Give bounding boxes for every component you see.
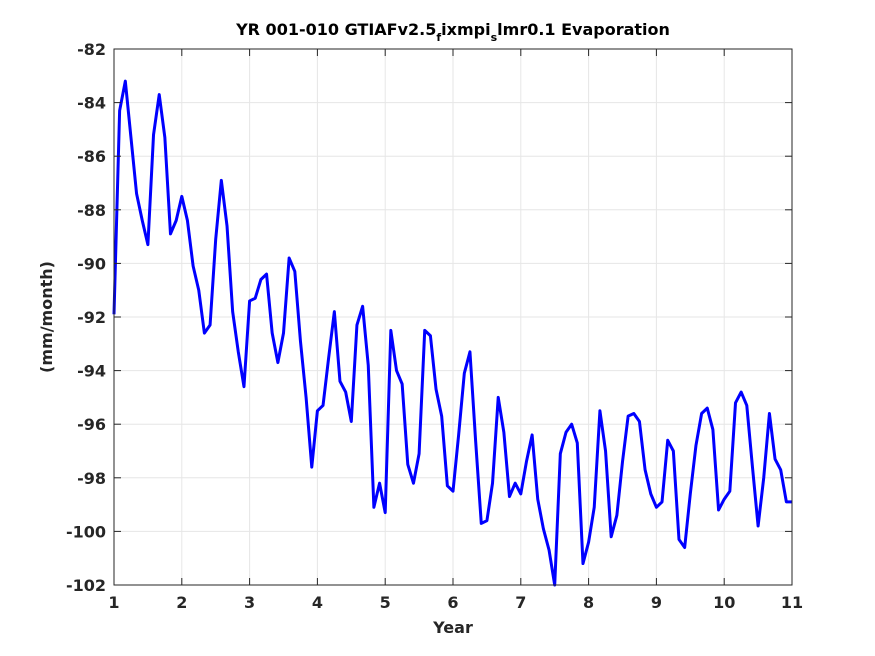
x-tick-label: 10 <box>713 593 735 612</box>
y-tick-labels: -102 -100 -98 -96 -94 -92 -90 -88 -86 -84 -82 <box>66 40 106 595</box>
title-part-3: lmr0.1 Evaporation <box>497 20 670 39</box>
x-tick-label: 8 <box>583 593 594 612</box>
chart-title: YR 001-010 GTIAFv2.5fixmpislmr0.1 Evapor… <box>235 20 670 44</box>
x-axis-label: Year <box>432 618 473 637</box>
x-tick-label: 7 <box>515 593 526 612</box>
y-tick-label: -82 <box>77 40 106 59</box>
title-subscript-1: f <box>436 31 441 44</box>
y-tick-label: -86 <box>77 147 106 166</box>
y-tick-label: -84 <box>77 94 106 113</box>
x-tick-label: 5 <box>380 593 391 612</box>
title-subscript-2: s <box>491 31 498 44</box>
y-tick-label: -88 <box>77 201 106 220</box>
title-part-2: ixmpi <box>441 20 490 39</box>
title-part-1: YR 001-010 GTIAFv2.5 <box>235 20 436 39</box>
y-axis-label: (mm/month) <box>37 261 56 373</box>
x-tick-label: 3 <box>244 593 255 612</box>
x-tick-label: 2 <box>176 593 187 612</box>
x-tick-label: 1 <box>108 593 119 612</box>
x-tick-label: 6 <box>447 593 458 612</box>
y-tick-label: -90 <box>77 254 106 273</box>
y-tick-label: -100 <box>66 522 106 541</box>
y-tick-label: -102 <box>66 576 106 595</box>
x-tick-label: 4 <box>312 593 323 612</box>
tick-marks <box>113 48 793 586</box>
y-tick-label: -92 <box>77 308 106 327</box>
y-tick-label: -96 <box>77 415 106 434</box>
y-tick-label: -98 <box>77 469 106 488</box>
x-tick-label: 9 <box>651 593 662 612</box>
series-line <box>112 79 792 587</box>
x-tick-labels: 1 2 3 4 5 6 7 8 9 10 11 <box>108 593 803 612</box>
y-tick-label: -94 <box>77 362 106 381</box>
series-layer <box>112 79 792 587</box>
x-tick-label: 11 <box>781 593 803 612</box>
